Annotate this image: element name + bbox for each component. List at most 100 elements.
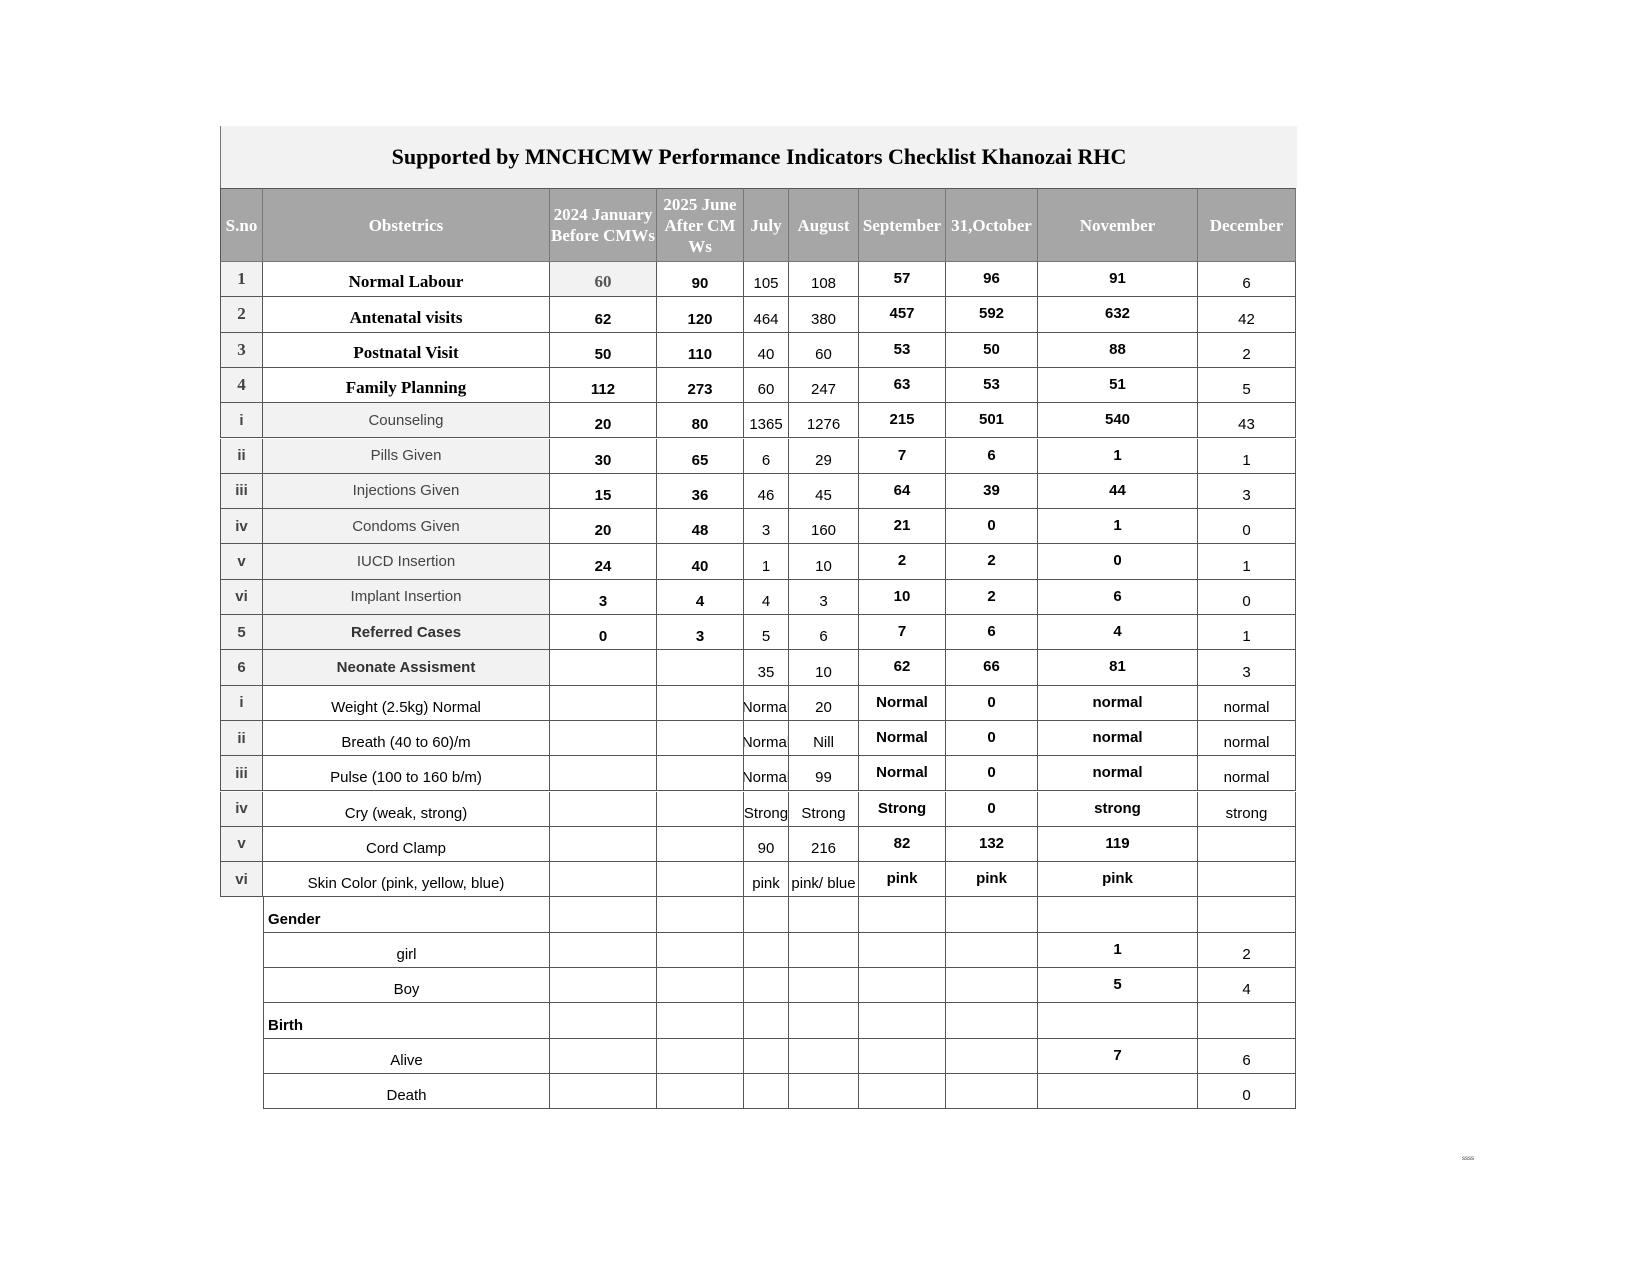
data-cell: normal (1198, 685, 1296, 721)
data-cell: 63 (859, 367, 946, 404)
data-cell (859, 968, 946, 1004)
data-cell: 57 (859, 262, 946, 298)
row-number: v (220, 544, 263, 580)
data-cell: 0 (946, 791, 1038, 827)
data-cell: 592 (946, 297, 1038, 333)
header-cell: July (744, 188, 789, 262)
data-cell (657, 685, 744, 721)
row-label: Condoms Given (263, 509, 550, 545)
data-cell: 120 (657, 297, 744, 333)
data-cell: 46 (744, 473, 789, 510)
data-cell (744, 1073, 789, 1110)
data-cell: 53 (859, 332, 946, 368)
data-cell: 1365 (744, 403, 789, 439)
data-cell: 82 (859, 826, 946, 863)
data-cell: Normal (859, 720, 946, 757)
header-cell: 31,October (946, 188, 1038, 262)
data-cell (550, 685, 657, 721)
data-cell: Normal (744, 720, 789, 757)
data-cell: Normal (744, 685, 789, 721)
row-label: Cord Clamp (263, 826, 550, 863)
data-cell: 1 (1038, 438, 1198, 474)
data-cell: 0 (1198, 579, 1296, 615)
data-cell (657, 862, 744, 898)
data-cell: 247 (789, 367, 859, 404)
data-cell: 10 (789, 544, 859, 580)
data-cell: 29 (789, 438, 859, 474)
data-cell (550, 791, 657, 827)
row-label: Counseling (263, 403, 550, 439)
data-cell: 90 (657, 262, 744, 298)
data-cell: 110 (657, 332, 744, 368)
data-cell: 40 (657, 544, 744, 580)
data-cell: 1 (1038, 509, 1198, 545)
row-number: ii (220, 438, 263, 474)
data-cell: 51 (1038, 367, 1198, 404)
data-cell: 44 (1038, 473, 1198, 510)
data-cell (657, 1038, 744, 1074)
data-cell: 66 (946, 650, 1038, 686)
data-cell: 24 (550, 544, 657, 580)
data-cell: 6 (1198, 1038, 1296, 1074)
data-cell: 7 (859, 615, 946, 651)
row-label: Injections Given (263, 473, 550, 510)
row-number: iv (220, 509, 263, 545)
data-cell: 96 (946, 262, 1038, 298)
data-cell: 21 (859, 509, 946, 545)
data-cell: 5 (744, 615, 789, 651)
row-label: Weight (2.5kg) Normal (263, 685, 550, 721)
data-cell (859, 897, 946, 933)
data-cell: 15 (550, 473, 657, 510)
data-cell: 7 (1038, 1038, 1198, 1074)
data-cell: 160 (789, 509, 859, 545)
data-cell: 1276 (789, 403, 859, 439)
data-cell (550, 1003, 657, 1039)
data-cell: 0 (1038, 544, 1198, 580)
data-cell: 53 (946, 367, 1038, 404)
data-cell: 1 (1038, 932, 1198, 968)
data-cell (657, 932, 744, 968)
data-cell: Normal (744, 756, 789, 792)
data-cell (657, 1003, 744, 1039)
data-cell (859, 1073, 946, 1110)
data-cell: 6 (789, 615, 859, 651)
data-cell: Strong (744, 791, 789, 827)
data-cell: strong (1198, 791, 1296, 827)
data-cell (744, 897, 789, 933)
data-cell (946, 1038, 1038, 1074)
data-cell: 62 (550, 297, 657, 333)
data-cell (946, 1003, 1038, 1039)
row-number: i (220, 685, 263, 721)
data-cell: 0 (550, 615, 657, 651)
row-label: Implant Insertion (263, 579, 550, 615)
row-label: Death (263, 1073, 550, 1110)
data-cell (657, 968, 744, 1004)
data-cell (1038, 1073, 1198, 1110)
data-cell: 43 (1198, 403, 1296, 439)
data-cell (744, 1038, 789, 1074)
row-number: 2 (220, 297, 263, 333)
data-cell: 6 (946, 615, 1038, 651)
data-cell (1198, 1003, 1296, 1039)
data-cell: 3 (744, 509, 789, 545)
data-cell: 4 (1038, 615, 1198, 651)
table-title: Supported by MNCHCMW Performance Indicat… (220, 126, 1297, 188)
data-cell: 99 (789, 756, 859, 792)
data-cell (657, 897, 744, 933)
data-cell (744, 1003, 789, 1039)
row-label: Gender (263, 897, 550, 933)
data-cell (1038, 1003, 1198, 1039)
data-cell: 5 (1198, 367, 1296, 404)
data-cell: 6 (744, 438, 789, 474)
data-cell: 3 (657, 615, 744, 651)
data-cell: Strong (859, 791, 946, 827)
data-cell: 90 (744, 826, 789, 863)
data-cell (550, 720, 657, 757)
data-cell (550, 862, 657, 898)
data-cell: pink (859, 862, 946, 898)
data-cell: 6 (1198, 262, 1296, 298)
data-cell (789, 1073, 859, 1110)
data-cell: normal (1198, 720, 1296, 757)
data-cell (946, 897, 1038, 933)
data-cell (859, 1003, 946, 1039)
